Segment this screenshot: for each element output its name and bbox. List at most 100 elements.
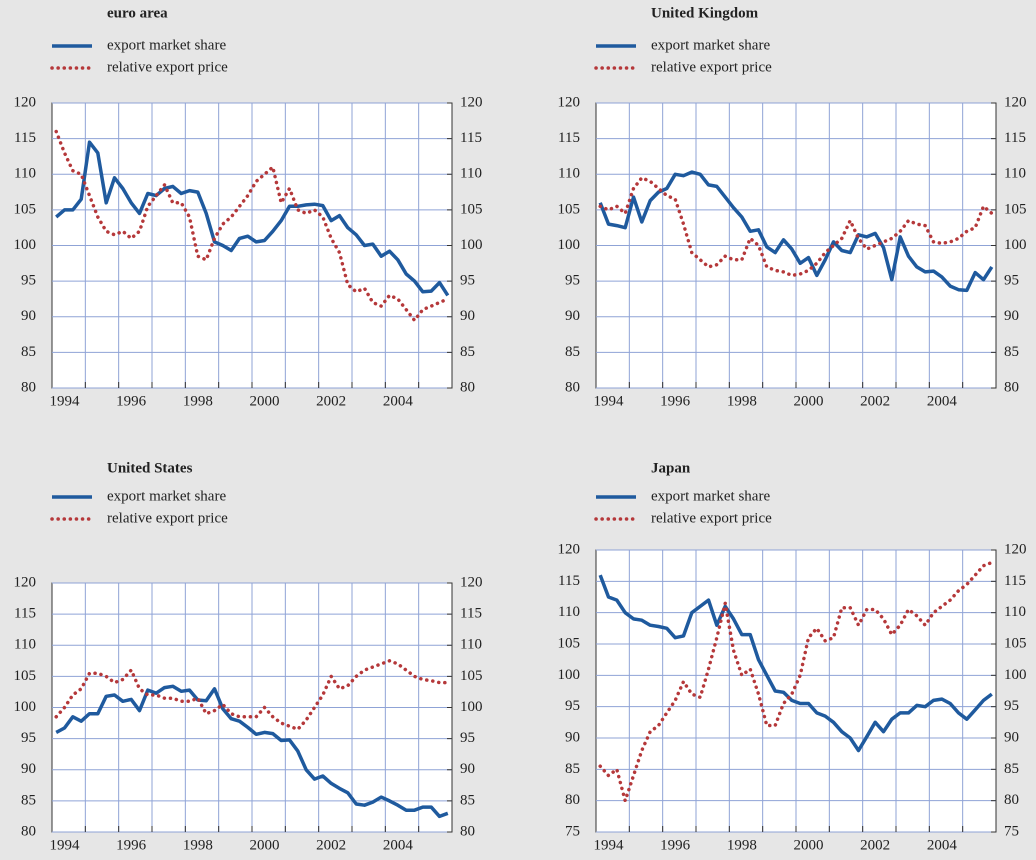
y2-tick-label: 80 bbox=[460, 379, 475, 395]
y-tick-label: 105 bbox=[558, 201, 581, 217]
legend-label: export market share bbox=[107, 37, 226, 53]
y2-tick-label: 85 bbox=[1004, 344, 1019, 360]
legend-label: export market share bbox=[651, 488, 770, 504]
x-tick-label: 2000 bbox=[250, 837, 280, 853]
series-line bbox=[598, 574, 993, 753]
y-tick-label: 100 bbox=[14, 237, 37, 253]
series-line bbox=[55, 684, 449, 819]
x-tick-label: 2004 bbox=[927, 837, 958, 853]
y2-tick-label: 105 bbox=[1004, 635, 1027, 651]
y2-tick-label: 105 bbox=[460, 201, 483, 217]
y-tick-label: 105 bbox=[558, 635, 581, 651]
chart-title: euro area bbox=[107, 5, 168, 21]
y-tick-label: 95 bbox=[565, 698, 580, 714]
x-tick-label: 2004 bbox=[383, 837, 414, 853]
series-line bbox=[54, 659, 450, 732]
y-tick-label: 100 bbox=[14, 699, 37, 715]
y-tick-label: 90 bbox=[21, 308, 36, 324]
y-tick-label: 105 bbox=[14, 201, 37, 217]
y2-tick-label: 100 bbox=[1004, 667, 1027, 683]
x-tick-label: 2002 bbox=[860, 393, 890, 409]
y-tick-label: 85 bbox=[21, 792, 36, 808]
y-tick-label: 115 bbox=[14, 606, 36, 622]
y2-tick-label: 120 bbox=[460, 94, 483, 110]
y2-tick-label: 90 bbox=[460, 761, 475, 777]
y2-tick-label: 95 bbox=[1004, 698, 1019, 714]
series-line bbox=[598, 170, 994, 293]
y2-tick-label: 75 bbox=[1004, 823, 1019, 839]
y2-tick-label: 90 bbox=[460, 308, 475, 324]
y-tick-label: 95 bbox=[21, 730, 36, 746]
y-tick-label: 110 bbox=[14, 166, 36, 182]
y-tick-label: 80 bbox=[565, 379, 580, 395]
y2-tick-label: 85 bbox=[1004, 761, 1019, 777]
x-tick-label: 1996 bbox=[116, 393, 147, 409]
x-tick-label: 2004 bbox=[383, 393, 414, 409]
y-tick-label: 85 bbox=[565, 761, 580, 777]
x-tick-label: 1994 bbox=[594, 393, 625, 409]
y-tick-label: 120 bbox=[558, 541, 581, 557]
y2-tick-label: 85 bbox=[460, 344, 475, 360]
x-tick-label: 1996 bbox=[116, 837, 147, 853]
legend-label: relative export price bbox=[651, 59, 772, 75]
y2-tick-label: 100 bbox=[460, 699, 483, 715]
y-tick-label: 90 bbox=[21, 761, 36, 777]
y-tick-label: 90 bbox=[565, 308, 580, 324]
x-tick-label: 1994 bbox=[50, 393, 81, 409]
y2-tick-label: 115 bbox=[1004, 573, 1026, 589]
x-tick-label: 2002 bbox=[860, 837, 890, 853]
x-tick-label: 1998 bbox=[727, 393, 757, 409]
y-tick-label: 110 bbox=[558, 166, 580, 182]
y2-tick-label: 110 bbox=[460, 637, 482, 653]
legend-label: relative export price bbox=[107, 59, 228, 75]
series-line bbox=[55, 140, 450, 297]
chart-title: United States bbox=[107, 460, 193, 476]
x-tick-label: 2000 bbox=[794, 393, 824, 409]
y2-tick-label: 120 bbox=[460, 574, 483, 590]
legend-label: relative export price bbox=[107, 510, 228, 526]
y2-tick-label: 80 bbox=[460, 823, 475, 839]
y2-tick-label: 115 bbox=[1004, 130, 1026, 146]
y-tick-label: 90 bbox=[565, 729, 580, 745]
y2-tick-label: 80 bbox=[1004, 379, 1019, 395]
y-tick-label: 120 bbox=[14, 574, 37, 590]
y-tick-label: 80 bbox=[21, 823, 36, 839]
legend-label: relative export price bbox=[651, 510, 772, 526]
x-tick-label: 1998 bbox=[727, 837, 757, 853]
y-tick-label: 115 bbox=[558, 130, 580, 146]
y-tick-label: 95 bbox=[565, 273, 580, 289]
y2-tick-label: 80 bbox=[1004, 792, 1019, 808]
y-tick-label: 105 bbox=[14, 668, 37, 684]
y-tick-label: 100 bbox=[558, 667, 581, 683]
y2-tick-label: 120 bbox=[1004, 541, 1027, 557]
x-tick-label: 1998 bbox=[183, 837, 213, 853]
y2-tick-label: 105 bbox=[460, 668, 483, 684]
y-tick-label: 75 bbox=[565, 823, 580, 839]
y2-tick-label: 100 bbox=[460, 237, 483, 253]
legend-label: export market share bbox=[651, 37, 770, 53]
x-tick-label: 2002 bbox=[316, 393, 346, 409]
x-tick-label: 2002 bbox=[316, 837, 346, 853]
y2-tick-label: 110 bbox=[1004, 166, 1026, 182]
legend-label: export market share bbox=[107, 488, 226, 504]
x-tick-label: 1994 bbox=[594, 837, 625, 853]
y2-tick-label: 105 bbox=[1004, 201, 1027, 217]
y-tick-label: 95 bbox=[21, 273, 36, 289]
y2-tick-label: 115 bbox=[460, 606, 482, 622]
y-tick-label: 85 bbox=[565, 344, 580, 360]
y2-tick-label: 120 bbox=[1004, 94, 1027, 110]
y2-tick-label: 85 bbox=[460, 792, 475, 808]
x-tick-label: 2000 bbox=[794, 837, 824, 853]
x-tick-label: 1994 bbox=[50, 837, 81, 853]
y2-tick-label: 110 bbox=[460, 166, 482, 182]
series-line bbox=[598, 560, 994, 803]
y-tick-label: 110 bbox=[558, 604, 580, 620]
y-tick-label: 115 bbox=[558, 573, 580, 589]
x-tick-label: 2004 bbox=[927, 393, 958, 409]
x-tick-label: 2000 bbox=[250, 393, 280, 409]
y2-tick-label: 95 bbox=[460, 730, 475, 746]
y2-tick-label: 110 bbox=[1004, 604, 1026, 620]
y2-tick-label: 100 bbox=[1004, 237, 1027, 253]
series-line bbox=[598, 176, 994, 278]
y-tick-label: 115 bbox=[14, 130, 36, 146]
